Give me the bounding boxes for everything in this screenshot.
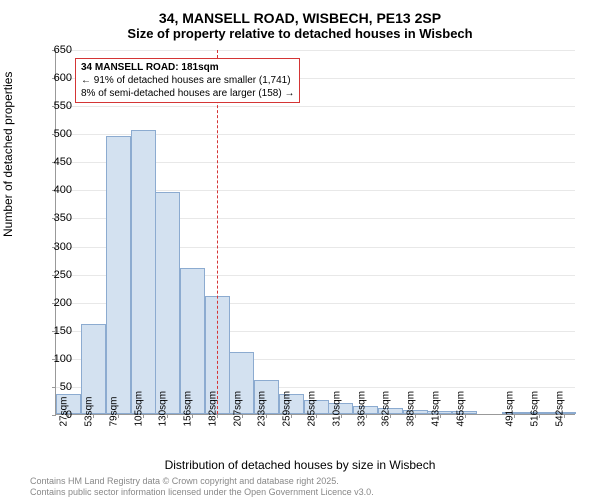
ytick-label: 600 (32, 72, 72, 84)
chart-area (55, 50, 575, 415)
ytick-label: 500 (32, 128, 72, 140)
histogram-bar (131, 130, 156, 414)
infobox-header: 34 MANSELL ROAD: 181sqm (81, 61, 294, 74)
ytick-label: 250 (32, 269, 72, 281)
infobox-line: 8% of semi-detached houses are larger (1… (81, 87, 294, 100)
footer-attribution: Contains HM Land Registry data © Crown c… (30, 476, 374, 498)
histogram-bar (106, 136, 131, 414)
ytick-label: 400 (32, 184, 72, 196)
ytick-label: 300 (32, 241, 72, 253)
histogram-plot (55, 50, 575, 415)
ytick-label: 150 (32, 325, 72, 337)
ytick-label: 100 (32, 353, 72, 365)
ytick-label: 50 (32, 381, 72, 393)
grid-line (56, 50, 575, 51)
page-title: 34, MANSELL ROAD, WISBECH, PE13 2SP (0, 0, 600, 26)
ytick-label: 350 (32, 212, 72, 224)
histogram-bar (155, 192, 180, 414)
ytick-label: 650 (32, 44, 72, 56)
reference-line (217, 50, 218, 414)
footer-line-2: Contains public sector information licen… (30, 487, 374, 498)
info-box: 34 MANSELL ROAD: 181sqm← 91% of detached… (75, 58, 300, 103)
ytick-label: 200 (32, 297, 72, 309)
ytick-label: 450 (32, 156, 72, 168)
y-axis-label: Number of detached properties (1, 72, 15, 237)
page-subtitle: Size of property relative to detached ho… (0, 26, 600, 46)
ytick-label: 550 (32, 100, 72, 112)
footer-line-1: Contains HM Land Registry data © Crown c… (30, 476, 374, 487)
x-axis-label: Distribution of detached houses by size … (0, 458, 600, 472)
grid-line (56, 106, 575, 107)
infobox-line: ← 91% of detached houses are smaller (1,… (81, 74, 294, 87)
